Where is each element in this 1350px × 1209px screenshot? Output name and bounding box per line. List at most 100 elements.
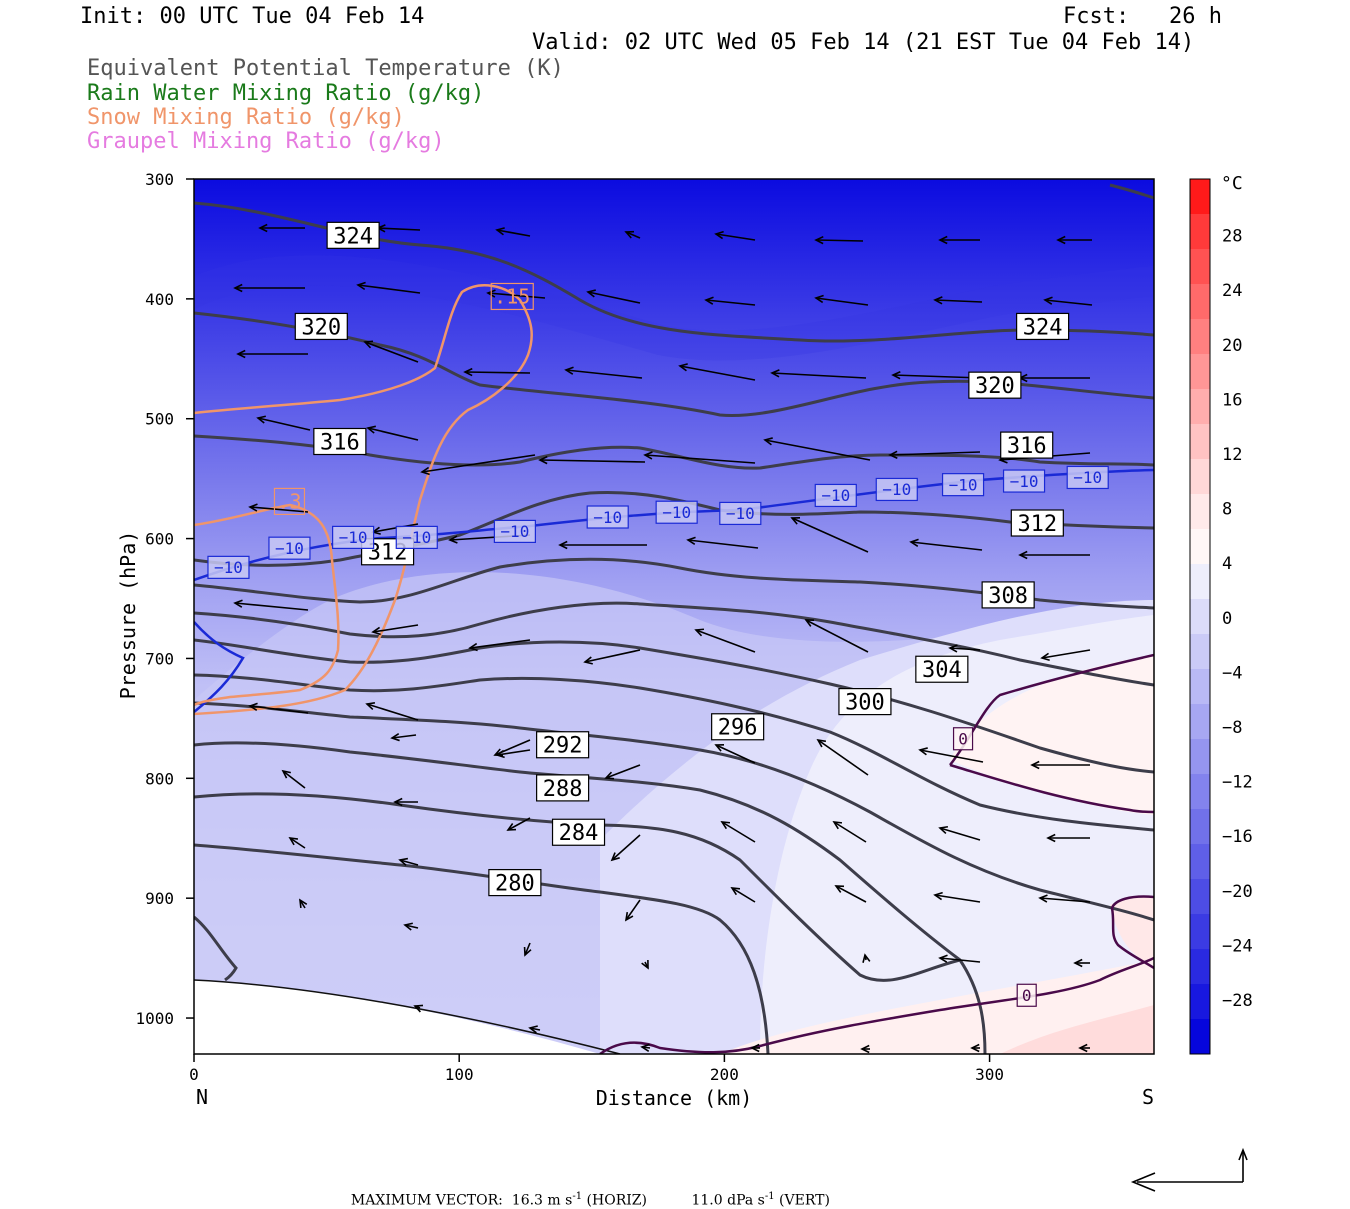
theta-e-label-box bbox=[326, 221, 380, 249]
wind-vector bbox=[817, 739, 869, 776]
theta-e-label: 292 bbox=[536, 731, 590, 759]
theta-e-label: 312 bbox=[360, 538, 415, 566]
pressure-ticks: 300 400 500 600 700 800 900 1000 bbox=[135, 170, 194, 1028]
theta-e-label-text: 292 bbox=[543, 734, 583, 759]
wind-vector-head bbox=[640, 1043, 650, 1053]
wind-vector bbox=[584, 649, 641, 663]
wind-vector bbox=[892, 374, 983, 379]
wind-vector bbox=[815, 239, 864, 242]
wind-vector bbox=[372, 624, 419, 633]
theta-e-contour-288 bbox=[194, 741, 987, 1054]
colorbar-tick-label: −4 bbox=[1222, 663, 1242, 683]
horiz-value: 16.3 m s bbox=[511, 1192, 573, 1209]
isotherm-label-box bbox=[655, 500, 698, 524]
isotherm-label: −10 bbox=[814, 483, 857, 508]
wind-vector bbox=[625, 231, 641, 239]
theta-e-contour-324-top bbox=[1109, 183, 1154, 200]
isotherm-label-text: −10 bbox=[402, 528, 431, 547]
isotherm-label-box bbox=[814, 483, 857, 508]
max-vector-label: MAXIMUM VECTOR: bbox=[350, 1192, 503, 1209]
isotherm-label-text: −10 bbox=[593, 508, 622, 527]
theta-e-label-text: 308 bbox=[988, 584, 1028, 609]
isotherm-label-box bbox=[1066, 465, 1109, 490]
theta-e-label: 284 bbox=[551, 818, 606, 846]
colorbar-swatch bbox=[1190, 984, 1210, 1020]
snow-label: .15 bbox=[490, 282, 534, 311]
theta-e-label: 316 bbox=[313, 427, 367, 455]
theta-e-label: 320 bbox=[968, 371, 1022, 399]
wind-vector-head bbox=[678, 363, 688, 372]
distance-ticks: 0 100 200 300 bbox=[189, 1054, 1004, 1084]
colorbar-swatch bbox=[1190, 179, 1210, 215]
snow-label-box bbox=[490, 282, 534, 311]
colorbar-swatch bbox=[1190, 214, 1210, 250]
colorbar-tick-label: 0 bbox=[1222, 609, 1232, 629]
wind-vector-head bbox=[403, 922, 413, 931]
wind-vector-head bbox=[258, 223, 268, 233]
wind-vector bbox=[587, 291, 641, 304]
wind-vector bbox=[464, 371, 531, 374]
horiz-unit: (HORIZ) bbox=[586, 1192, 647, 1209]
wind-vector bbox=[919, 749, 984, 763]
wind-vector bbox=[366, 703, 419, 721]
isotherm-label-box bbox=[941, 473, 985, 497]
isotherm-label: −10 bbox=[332, 525, 375, 549]
wind-vector bbox=[679, 365, 756, 381]
wind-vector bbox=[934, 299, 983, 303]
wind-vector bbox=[833, 821, 867, 843]
isotherm-label-box bbox=[493, 519, 536, 543]
y-axis-title: Pressure (hPa) bbox=[116, 531, 140, 700]
wind-vector-head bbox=[804, 619, 815, 627]
isotherm-label-box bbox=[1002, 469, 1046, 493]
colorbar-tick-label: 4 bbox=[1222, 554, 1232, 574]
shaded-background bbox=[194, 179, 1154, 1054]
wind-vector bbox=[421, 454, 536, 473]
colorbar-tick-label: −24 bbox=[1222, 936, 1253, 956]
theta-e-label-text: 288 bbox=[543, 777, 583, 802]
isotherm-label-text: −10 bbox=[882, 480, 911, 499]
snow-label-text: .15 bbox=[494, 285, 530, 309]
wind-vector bbox=[835, 885, 867, 903]
colorbar-swatch bbox=[1190, 669, 1210, 705]
wind-vector-head bbox=[493, 748, 504, 757]
wind-vector-head bbox=[523, 946, 532, 957]
theta-e-label-box bbox=[1000, 431, 1054, 459]
theta-e-label: 304 bbox=[915, 655, 969, 683]
horiz-exp: -1 bbox=[572, 1191, 583, 1202]
isotherm-label-text: 0 bbox=[958, 730, 968, 749]
snow-contours bbox=[194, 284, 533, 716]
legend-theta-e: Equivalent Potential Temperature (K) bbox=[87, 56, 564, 81]
isotherm-label: −10 bbox=[493, 519, 536, 543]
x-tick-label: 100 bbox=[445, 1065, 474, 1084]
snow-contour-03 bbox=[194, 503, 340, 707]
theta-e-label-box bbox=[294, 312, 348, 341]
isotherm-label: 0 bbox=[1016, 983, 1037, 1007]
isotherm-label: −10 bbox=[268, 536, 311, 560]
colorbar-swatch bbox=[1190, 494, 1210, 530]
wind-vector-head bbox=[604, 771, 615, 780]
y-tick-label: 900 bbox=[145, 889, 174, 908]
colorbar-labels: 28 24 20 16 12 8 4 0 −4 −8 −12 −16 −20 −24 −28 bbox=[1222, 227, 1253, 1011]
snow-contour-015 bbox=[194, 284, 533, 716]
wind-vector-head bbox=[643, 451, 653, 460]
wind-vector-head bbox=[365, 702, 376, 711]
wind-vector-head bbox=[413, 1004, 424, 1013]
isotherm-zero-right bbox=[1110, 895, 1154, 970]
theta-e-label-box bbox=[488, 868, 542, 897]
wind-vector-head bbox=[586, 289, 596, 298]
colorbar-tick-label: −16 bbox=[1222, 827, 1253, 847]
wind-vector-head bbox=[564, 366, 574, 375]
wind-vector-head bbox=[834, 885, 845, 893]
wind-vector-head bbox=[770, 369, 780, 378]
wind-vector-head bbox=[790, 516, 801, 525]
wind-vector-head bbox=[763, 437, 773, 446]
wind-vector-head bbox=[420, 466, 430, 476]
wind-vector-head bbox=[256, 415, 266, 424]
wind-vector bbox=[764, 439, 871, 461]
wind-vector-head bbox=[750, 1043, 760, 1053]
theta-e-label-text: 284 bbox=[559, 821, 599, 846]
theta-e-label-text: 304 bbox=[922, 658, 962, 683]
isotherm-label-box bbox=[719, 501, 762, 526]
wind-vector bbox=[487, 292, 546, 299]
axes: 300 400 500 600 700 800 900 1000 0 100 200 300 bbox=[135, 170, 1155, 1084]
